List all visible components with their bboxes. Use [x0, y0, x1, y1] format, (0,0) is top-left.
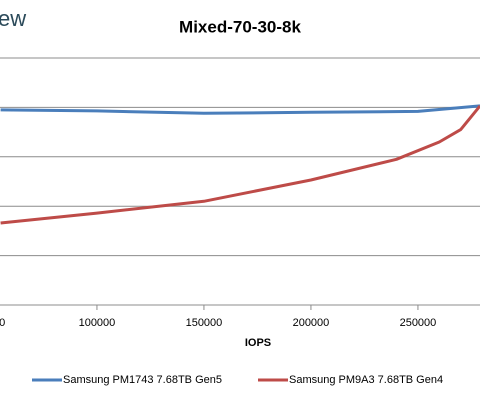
legend-label: Samsung PM9A3 7.68TB Gen4 [289, 374, 443, 386]
logo: ew [0, 6, 26, 31]
series-line [0, 104, 480, 115]
x-tick-label: 200000 [293, 317, 330, 329]
legend-label: Samsung PM1743 7.68TB Gen5 [63, 374, 222, 386]
chart-title: Mixed-70-30-8k [179, 17, 301, 36]
x-tick-label: 50000 [0, 317, 5, 329]
x-tick-label: 150000 [186, 317, 223, 329]
series-line [0, 104, 480, 225]
x-tick-label: 100000 [79, 317, 116, 329]
x-tick-label: 250000 [400, 317, 437, 329]
x-axis-label: IOPS [245, 337, 271, 349]
